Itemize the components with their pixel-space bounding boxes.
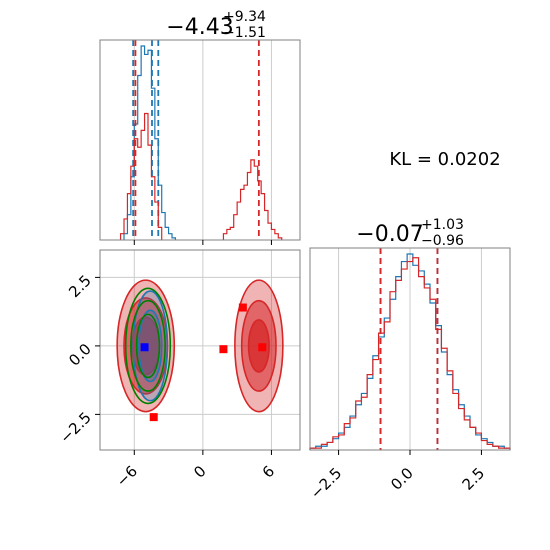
contour-marker-1 — [149, 413, 158, 422]
contour-frame — [99, 249, 301, 451]
kl-annotation: KL = 0.0202 — [389, 149, 500, 170]
contour-xtick-label-1: 0 — [190, 462, 209, 481]
contour-layer — [100, 250, 300, 450]
contour-marker-4 — [258, 343, 267, 352]
marginal-1-series-1-step — [309, 257, 511, 450]
marginal-0-title: −4.43 — [166, 15, 233, 40]
marginal-0-title-main: −4.43 — [166, 15, 233, 40]
marginal-1-title-main: −0.07 — [356, 222, 423, 247]
marginal-1-tick-label-1: 0.0 — [387, 464, 417, 494]
contour-ytick-label-0: −2.5 — [56, 408, 94, 446]
marginal-0-series-0-step — [123, 45, 177, 240]
contour-ytick-label-1: 0.0 — [65, 340, 95, 370]
marginal-0-frame — [99, 39, 301, 241]
marginal-0-series-1-step — [119, 112, 283, 240]
contour-xtick-label-2: 6 — [259, 462, 278, 481]
contour-marker-2 — [219, 345, 228, 354]
contour-level-9 — [130, 299, 166, 392]
marginal-1-tick-label-2: 2.5 — [459, 464, 489, 494]
contour-marker-0 — [140, 343, 149, 352]
contour-level-7 — [138, 309, 163, 383]
contour-level-8 — [124, 287, 172, 405]
marginal-0-title-sup: +9.34 — [223, 9, 266, 25]
marginal-1-tick-label-0: −2.5 — [307, 464, 345, 502]
contour-level-10 — [135, 313, 161, 379]
marginal-1-title-sub: −0.96 — [421, 233, 464, 249]
contour-ytick-label-2: 2.5 — [65, 271, 95, 301]
marginal-1-title: −0.07 — [356, 222, 423, 247]
contour-marker-3 — [238, 303, 247, 312]
marginal-0-title-sub: −1.51 — [223, 25, 266, 41]
contour-xtick-label-0: −6 — [113, 462, 141, 490]
marginal-1-title-sup: +1.03 — [421, 217, 464, 233]
